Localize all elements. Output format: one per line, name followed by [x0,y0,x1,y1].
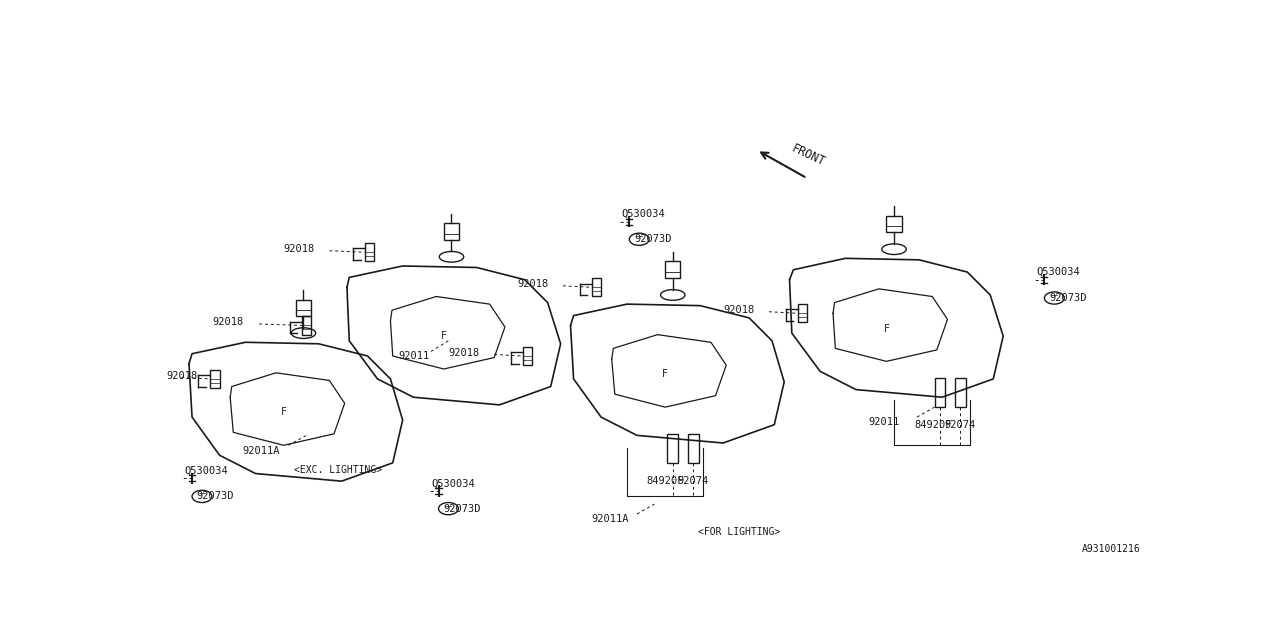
Text: 92074: 92074 [677,476,709,486]
Text: 92018: 92018 [166,371,197,381]
Text: 92011: 92011 [398,351,429,361]
Text: 92018: 92018 [212,317,243,328]
Text: 92018: 92018 [517,279,548,289]
Text: 92018: 92018 [448,348,480,358]
Text: F: F [883,324,890,333]
Text: Q530034: Q530034 [184,465,228,476]
Text: Q530034: Q530034 [1036,267,1080,277]
Bar [689,434,699,463]
Text: Q530034: Q530034 [622,209,666,219]
Text: 92018: 92018 [284,244,315,254]
Text: 92011A: 92011A [242,445,280,456]
Text: A931001216: A931001216 [1082,545,1140,554]
Text: 84920F: 84920F [646,476,685,486]
Text: 92011A: 92011A [591,515,628,524]
Text: F: F [662,369,668,380]
Text: <EXC. LIGHTING>: <EXC. LIGHTING> [293,465,381,476]
Text: <FOR LIGHTING>: <FOR LIGHTING> [698,527,781,536]
Text: 92011: 92011 [868,417,900,428]
Text: F: F [280,408,287,417]
Text: 92074: 92074 [945,420,975,429]
Text: 92073D: 92073D [635,234,672,244]
Text: 92073D: 92073D [197,492,234,501]
Bar [934,378,945,407]
Text: F: F [440,331,447,341]
Bar [667,434,678,463]
Text: 84920F: 84920F [914,420,951,429]
Bar [955,378,966,407]
Text: 92073D: 92073D [444,504,481,514]
Text: Q530034: Q530034 [431,479,475,488]
Text: 92073D: 92073D [1050,293,1087,303]
Text: FRONT: FRONT [790,141,827,168]
Text: 92018: 92018 [723,305,754,316]
